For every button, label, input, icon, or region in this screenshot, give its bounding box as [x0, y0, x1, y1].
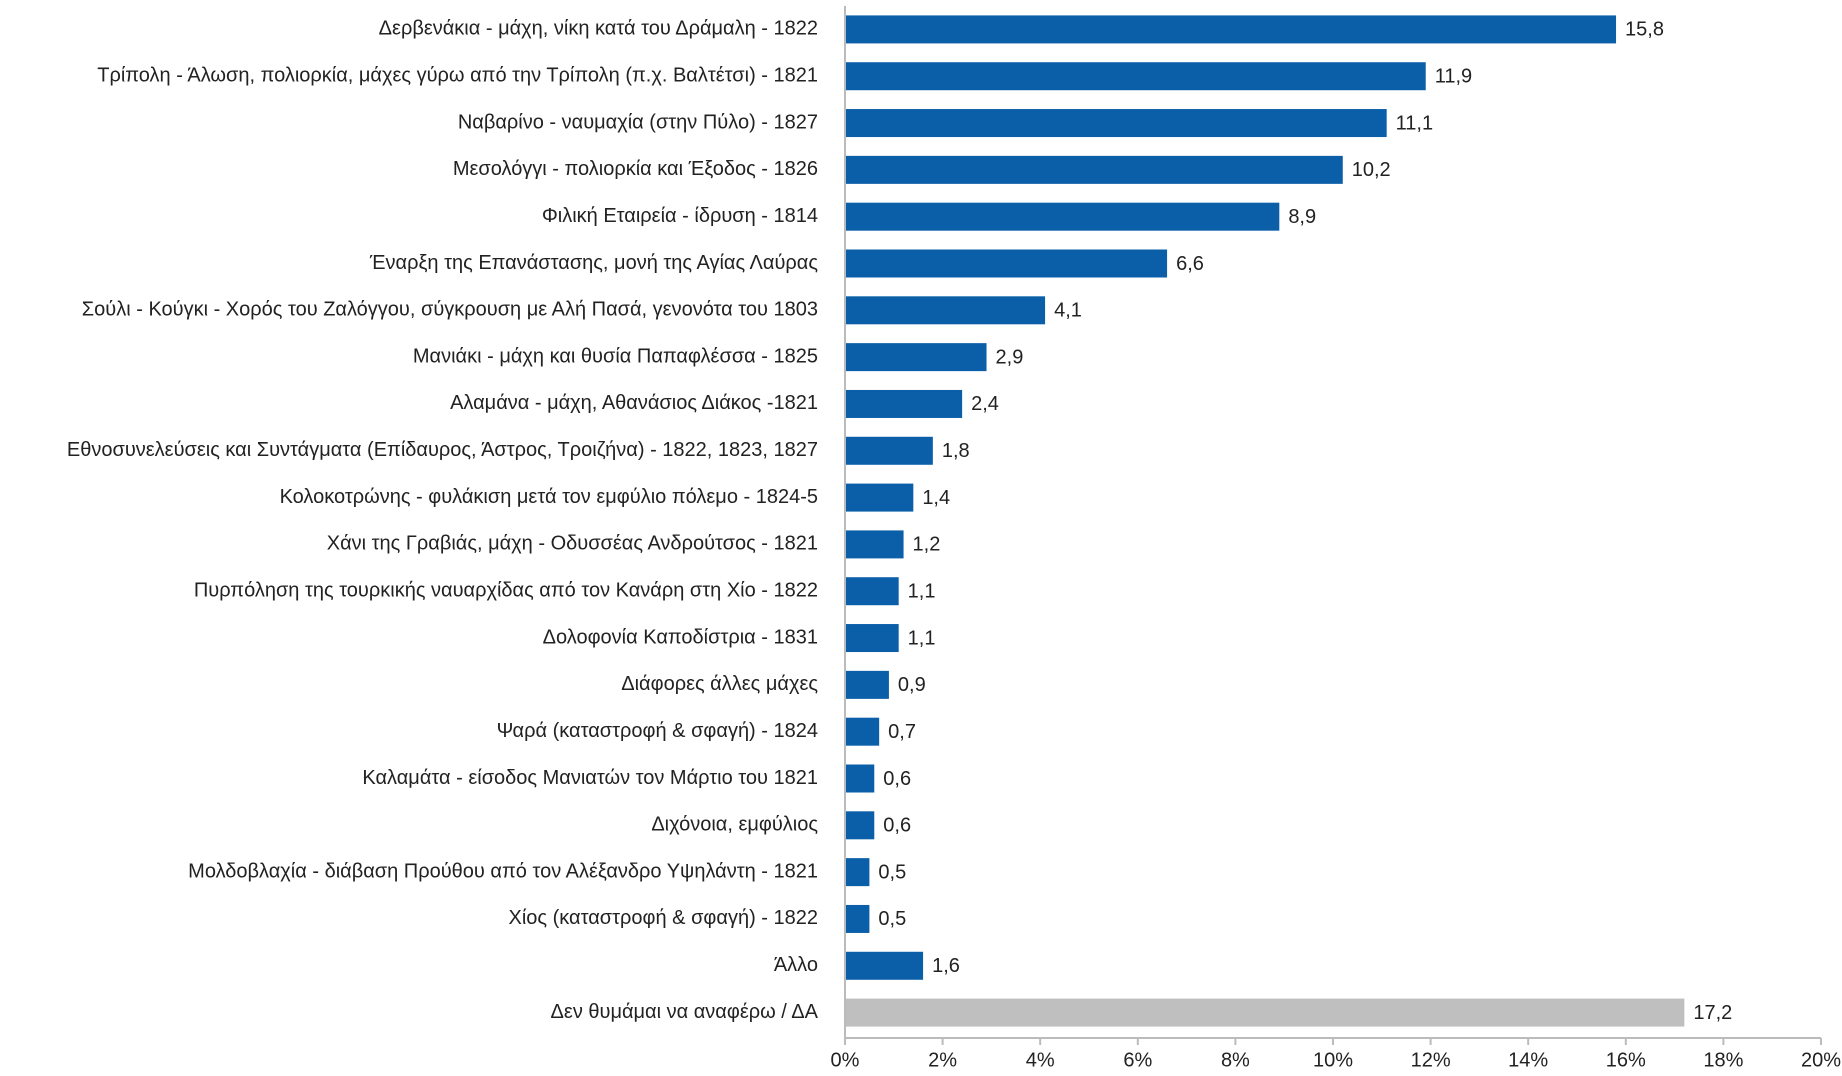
category-label: Ψαρά (καταστροφή & σφαγή) - 1824 [497, 720, 818, 742]
bar [845, 436, 933, 465]
x-tick-label: 14% [1508, 1049, 1548, 1071]
bar [845, 624, 899, 653]
category-label: Μεσολόγγι - πολιορκία και Έξοδος - 1826 [453, 158, 818, 180]
x-tick-label: 12% [1411, 1049, 1451, 1071]
category-label: Τρίπολη - Άλωση, πολιορκία, μάχες γύρω α… [97, 65, 818, 87]
bar [845, 530, 904, 559]
x-tick-label: 16% [1606, 1049, 1646, 1071]
bar [845, 109, 1387, 138]
x-tick-label: 8% [1221, 1049, 1250, 1071]
value-label: 4,1 [1054, 300, 1082, 322]
x-tick-label: 0% [831, 1049, 860, 1071]
x-tick-label: 4% [1026, 1049, 1055, 1071]
value-label: 11,1 [1396, 112, 1433, 134]
category-label: Αλαμάνα - μάχη, Αθανάσιος Διάκος -1821 [450, 392, 818, 414]
value-label: 8,9 [1288, 206, 1316, 228]
value-label: 6,6 [1176, 253, 1204, 275]
bar [845, 577, 899, 606]
category-label: Δολοφονία Καποδίστρια - 1831 [543, 626, 818, 648]
category-label: Χάνι της Γραβιάς, μάχη - Οδυσσέας Ανδρού… [327, 533, 818, 555]
category-label: Φιλική Εταιρεία - ίδρυση - 1814 [542, 205, 818, 227]
category-label: Έναρξη της Επανάστασης, μονή της Αγίας Λ… [369, 252, 819, 274]
value-label: 10,2 [1352, 159, 1391, 181]
value-label: 0,6 [883, 815, 911, 837]
bar [845, 858, 870, 887]
category-label: Μολδοβλαχία - διάβαση Προύθου από τον Αλ… [188, 860, 818, 882]
bar [845, 155, 1343, 184]
bar [845, 670, 889, 699]
value-label: 1,8 [942, 440, 970, 462]
value-label: 0,5 [878, 908, 906, 930]
bar [845, 998, 1685, 1027]
value-label: 0,7 [888, 721, 916, 743]
value-label: 0,5 [878, 861, 906, 883]
bar [845, 483, 914, 512]
x-tick-label: 18% [1703, 1049, 1743, 1071]
bar [845, 62, 1426, 91]
category-label: Δερβενάκια - μάχη, νίκη κατά του Δράμαλη… [379, 18, 818, 40]
bar [845, 764, 875, 793]
x-tick-label: 6% [1123, 1049, 1152, 1071]
value-label: 2,9 [996, 346, 1024, 368]
category-label: Κολοκοτρώνης - φυλάκιση μετά τον εμφύλιο… [280, 486, 818, 508]
category-label: Εθνοσυνελεύσεις και Συντάγματα (Επίδαυρο… [67, 439, 818, 461]
value-label: 2,4 [971, 393, 999, 415]
bar [845, 389, 963, 418]
value-label: 17,2 [1693, 1002, 1732, 1024]
category-label: Σούλι - Κούγκι - Χορός του Ζαλόγγου, σύγ… [82, 299, 818, 321]
bar [845, 296, 1046, 325]
value-label: 1,1 [908, 627, 936, 649]
category-label: Διχόνοια, εμφύλιος [651, 814, 818, 836]
value-label: 1,6 [932, 955, 960, 977]
bar [845, 951, 924, 980]
value-label: 1,2 [913, 534, 941, 556]
value-label: 0,9 [898, 674, 926, 696]
category-label: Διάφορες άλλες μάχες [621, 673, 818, 695]
category-label: Χίος (καταστροφή & σφαγή) - 1822 [509, 907, 818, 929]
value-label: 11,9 [1435, 66, 1472, 88]
category-label: Ναβαρίνο - ναυμαχία (στην Πύλο) - 1827 [458, 111, 818, 133]
x-tick-label: 20% [1801, 1049, 1841, 1071]
category-label: Άλλο [774, 954, 818, 976]
value-label: 15,8 [1625, 19, 1664, 41]
category-label: Καλαμάτα - είσοδος Μανιατών τον Μάρτιο τ… [362, 767, 818, 789]
bar [845, 811, 875, 840]
bar [845, 249, 1168, 278]
x-tick-label: 10% [1313, 1049, 1353, 1071]
value-label: 1,4 [922, 487, 950, 509]
value-label: 0,6 [883, 768, 911, 790]
category-label: Μανιάκι - μάχη και θυσία Παπαφλέσσα - 18… [413, 345, 818, 367]
category-label: Πυρπόληση της τουρκικής ναυαρχίδας από τ… [194, 580, 818, 602]
category-label: Δεν θυμάμαι να αναφέρω / ΔΑ [551, 1001, 819, 1023]
bar [845, 15, 1617, 44]
value-label: 1,1 [908, 581, 936, 603]
x-tick-label: 2% [928, 1049, 957, 1071]
bar [845, 202, 1280, 231]
bar [845, 343, 987, 372]
bar [845, 904, 870, 933]
bar [845, 717, 880, 746]
